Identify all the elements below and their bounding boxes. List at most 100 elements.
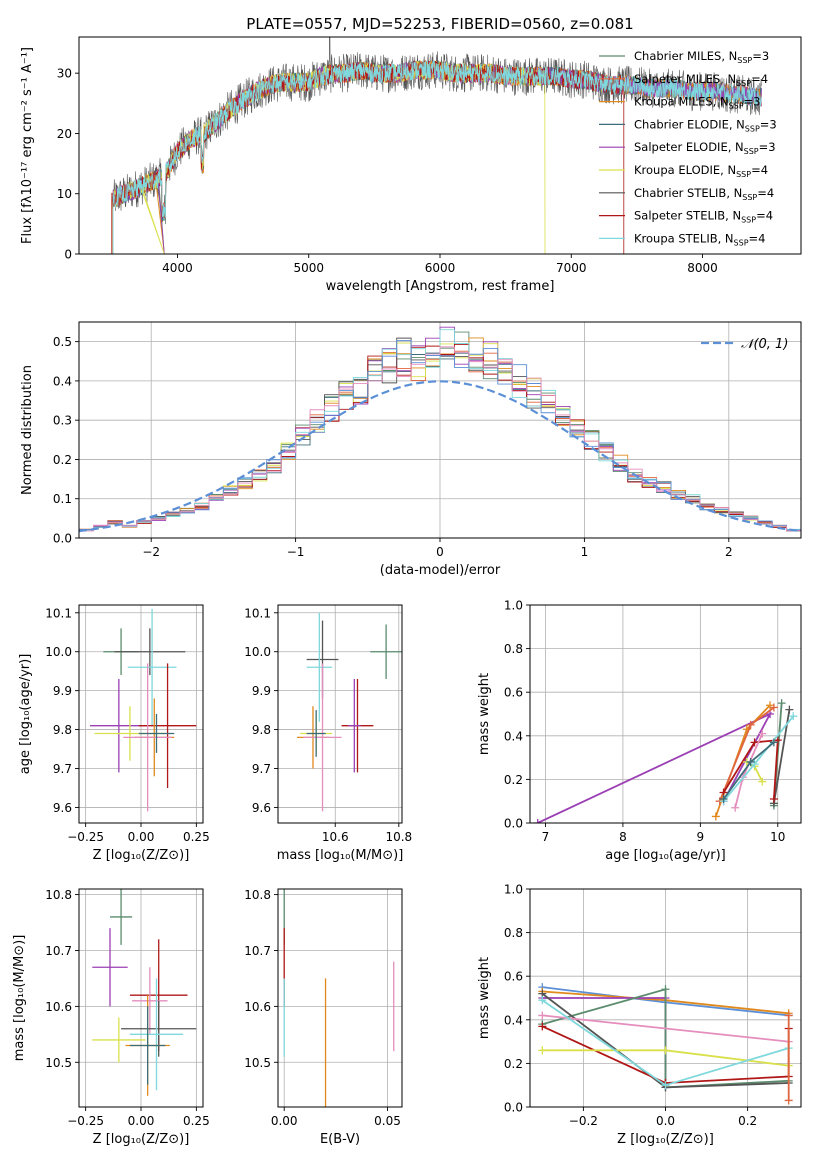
z-mass-plot-area (92, 889, 197, 1096)
y-tick-label: 0.2 (504, 1057, 523, 1071)
z-massweight-axes: −0.2 0.0 0.2 0.0 0.2 0.4 0.6 0.8 1.0 Z [log₁₀(Z/Z… (477, 883, 802, 1147)
y-tick-label: 9.7 (252, 762, 271, 776)
z-massweight-frame (529, 888, 802, 1108)
y-tick-label: 10.7 (244, 944, 271, 958)
mass-weight-marker (533, 819, 542, 823)
x-tick-label: 0.00 (128, 1114, 155, 1128)
error-bar-point (138, 663, 197, 788)
residuals-ylabel: Normed distribution (20, 365, 35, 495)
y-tick-label: 10.7 (45, 944, 72, 958)
age-massweight-frame (529, 604, 802, 824)
y-tick-label: 10.1 (244, 606, 271, 620)
mass-weight-marker (769, 738, 778, 747)
age-massweight-axes: 7 8 9 10 0.0 0.2 0.4 0.6 0.8 1.0 age [log₁₀(age/yr… (477, 599, 802, 863)
x-tick-label: 0.05 (374, 1114, 401, 1128)
z-mass-xlabel: Z [log₁₀(Z/Z⊙)] (93, 1132, 190, 1147)
y-tick-label: 0.8 (504, 926, 523, 940)
error-bar-point (123, 663, 172, 812)
error-bar-point (121, 1000, 197, 1057)
y-tick-label: 9.7 (53, 762, 72, 776)
spectrum-legend: Chabrier MILES, NSSP=3 Salpeter MILES, NS… (599, 49, 777, 247)
z-massweight-xlabel: Z [log₁₀(Z/Z⊙)] (617, 1132, 714, 1147)
error-bar-point (90, 678, 148, 773)
mass-weight-marker (758, 777, 767, 786)
mass-age-frame (277, 604, 403, 824)
x-tick-label: 8000 (687, 261, 718, 275)
z-mass-frame (78, 888, 204, 1108)
z-age-ylabel: age [log₁₀(age/yr)] (18, 654, 33, 775)
x-tick-label: 1 (581, 545, 589, 559)
error-bar-point (129, 1006, 166, 1085)
ebv-mass-frame (277, 888, 403, 1108)
error-bar-point (138, 714, 175, 753)
x-tick-label: 10.6 (322, 830, 349, 844)
spectrum-xlabel: wavelength [Angstrom, rest frame] (326, 279, 555, 294)
y-tick-label: 0.1 (53, 492, 72, 506)
spectrum-axes: 4000 5000 6000 7000 8000 0 10 20 30 wavelength [A… (20, 15, 802, 294)
mass-weight-marker (785, 705, 794, 714)
mass-weight-marker (746, 757, 755, 766)
spectrum-frame (78, 36, 802, 255)
spectrum-series-line (112, 60, 762, 254)
x-tick-label: 9 (697, 830, 705, 844)
mass-weight-marker (538, 1022, 547, 1031)
y-tick-label: 0.4 (504, 1013, 523, 1027)
legend-entry: Salpeter ELODIE, NSSP=3 (634, 140, 776, 156)
x-tick-label: 0.0 (656, 1114, 675, 1128)
ebv-mass-plot-area (283, 889, 395, 1107)
x-tick-label: 5000 (293, 261, 324, 275)
mass-weight-line (722, 715, 794, 802)
z-mass-axes: −0.25 0.00 0.25 10.5 10.6 10.7 10.8 Z [log₁₀(Z/… (12, 888, 210, 1147)
y-tick-label: 10.6 (45, 1000, 72, 1014)
y-tick-label: 0.2 (53, 453, 72, 467)
x-tick-label: 0.00 (271, 1114, 298, 1128)
mass-age-axes: 10.6 10.8 9.6 9.7 9.8 9.9 10.0 10.1 mass [log₁₀(… (244, 604, 412, 863)
mass-weight-marker (777, 699, 786, 708)
ebv-mass-xlabel: E(B-V) (320, 1132, 360, 1147)
error-bar-point (110, 889, 133, 945)
error-bar-point (303, 663, 342, 812)
x-tick-label: 7 (542, 830, 550, 844)
y-tick-label: 0 (64, 248, 72, 262)
legend-entry: Kroupa ELODIE, NSSP=4 (634, 163, 768, 179)
spectrum-series-line (111, 59, 625, 254)
spectrum-title: PLATE=0557, MJD=52253, FIBERID=0560, z=0… (246, 15, 633, 33)
y-tick-label: 1.0 (504, 883, 523, 897)
y-tick-label: 0.6 (504, 686, 523, 700)
mass-weight-marker (661, 985, 670, 994)
mass-weight-marker (769, 795, 778, 804)
y-tick-label: 10.6 (244, 1000, 271, 1014)
error-bar-point (306, 710, 326, 757)
error-bar-point (347, 678, 361, 773)
mass-weight-marker (750, 738, 759, 747)
legend-entry: 𝒩(0, 1) (741, 337, 788, 352)
y-tick-label: 9.6 (53, 801, 72, 815)
mass-weight-marker (538, 996, 547, 1005)
ebv-mass-axes: 0.00 0.05 10.5 10.6 10.7 10.8 E(B-V) (244, 888, 403, 1147)
y-tick-label: 20 (57, 127, 72, 141)
x-tick-label: 0.25 (183, 1114, 210, 1128)
y-tick-label: 10.0 (244, 645, 271, 659)
mass-weight-marker (758, 729, 767, 738)
mass-weight-marker (661, 1046, 670, 1055)
mass-weight-line (542, 988, 789, 1089)
mass-age-plot-area (297, 612, 402, 812)
x-tick-label: 6000 (425, 261, 456, 275)
age-massweight-plot-area (533, 699, 798, 823)
mass-weight-marker (711, 812, 720, 821)
legend-entry: Chabrier STELIB, NSSP=4 (634, 186, 774, 202)
mass-weight-line (542, 1014, 789, 1043)
y-tick-label: 10.8 (45, 888, 72, 902)
y-tick-label: 0.3 (53, 414, 72, 428)
y-tick-label: 0.5 (53, 335, 72, 349)
error-bar-point (132, 967, 168, 1035)
x-tick-label: −0.25 (67, 830, 104, 844)
z-massweight-plot-area (538, 983, 793, 1105)
residuals-xlabel: (data-model)/error (380, 563, 501, 578)
y-tick-label: 9.8 (252, 723, 271, 737)
y-tick-label: 9.9 (252, 684, 271, 698)
mass-weight-marker (538, 1046, 547, 1055)
x-tick-label: 4000 (162, 261, 193, 275)
z-massweight-ylabel: mass weight (477, 957, 492, 1039)
y-tick-label: 10.5 (244, 1056, 271, 1070)
